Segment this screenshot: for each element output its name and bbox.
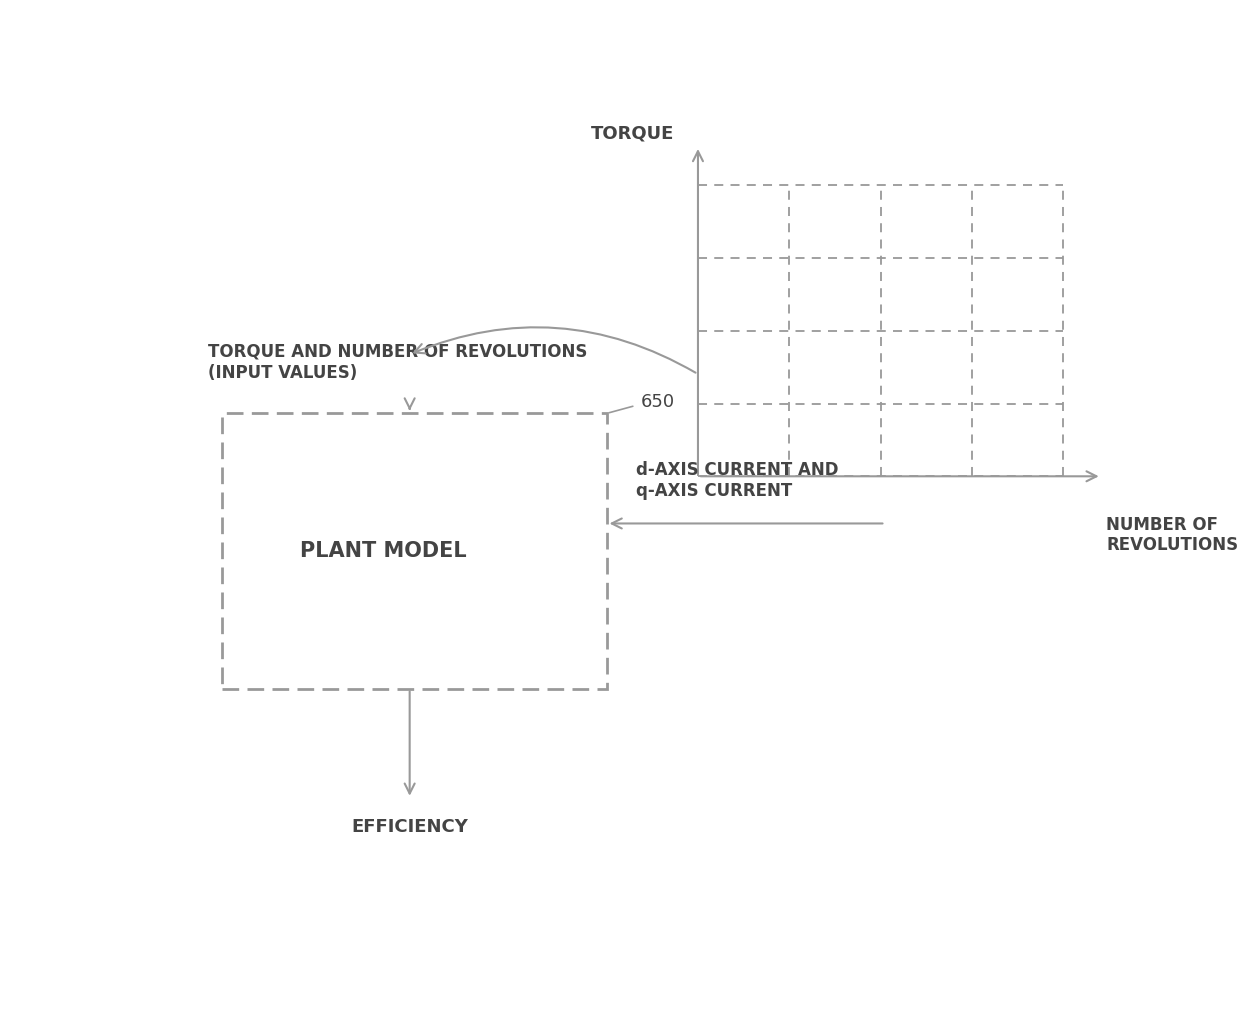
Text: NUMBER OF
REVOLUTIONS: NUMBER OF REVOLUTIONS: [1106, 516, 1239, 554]
Text: PLANT MODEL: PLANT MODEL: [300, 541, 467, 561]
Text: TORQUE: TORQUE: [590, 125, 675, 142]
Text: EFFICIENCY: EFFICIENCY: [351, 818, 469, 836]
Bar: [222, 414, 606, 688]
Text: 650: 650: [640, 393, 675, 410]
Text: d-AXIS CURRENT AND
q-AXIS CURRENT: d-AXIS CURRENT AND q-AXIS CURRENT: [635, 461, 838, 500]
Text: TORQUE AND NUMBER OF REVOLUTIONS
(INPUT VALUES): TORQUE AND NUMBER OF REVOLUTIONS (INPUT …: [208, 343, 588, 382]
FancyArrowPatch shape: [414, 328, 696, 373]
